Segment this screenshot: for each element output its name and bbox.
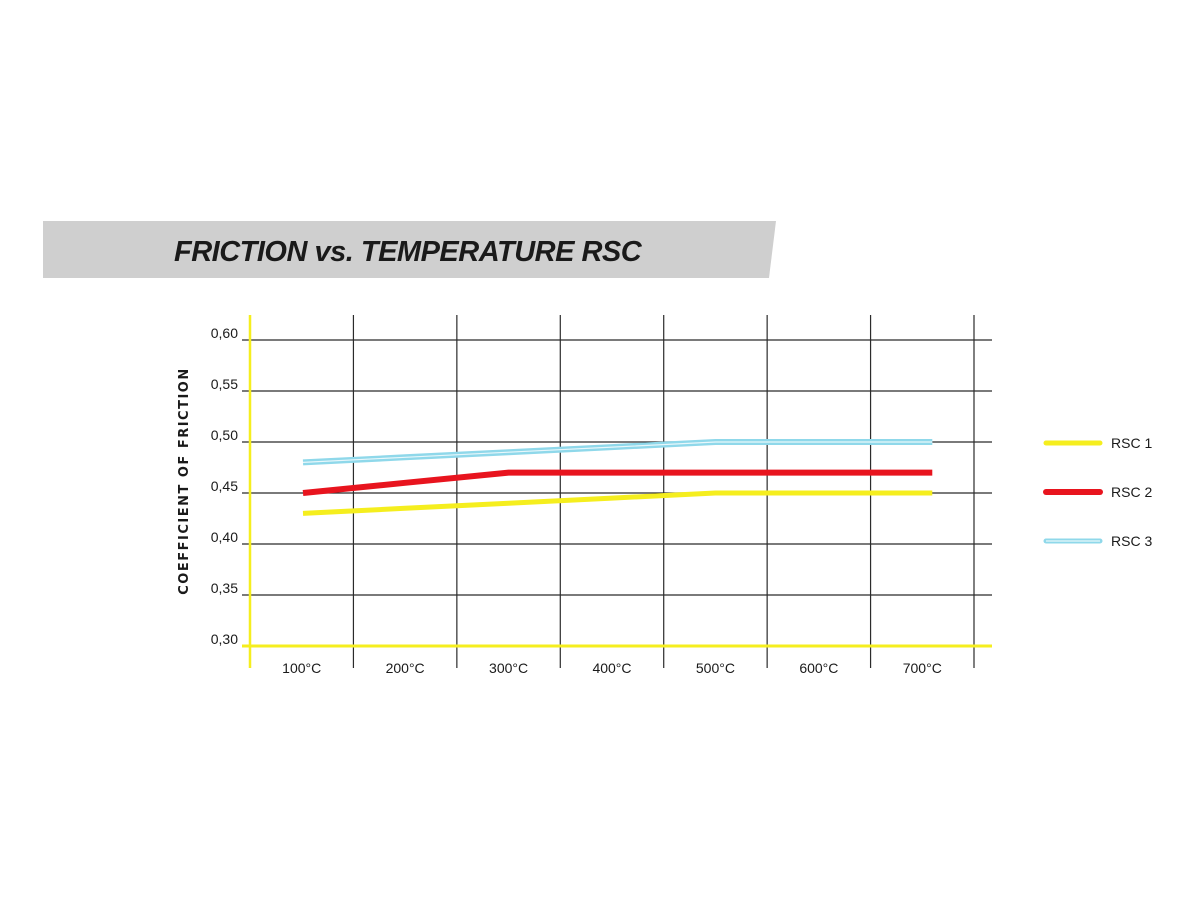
legend-label: RSC 1 (1111, 435, 1152, 451)
series-lines (302, 439, 933, 516)
x-tick-labels: 100°C 200°C 300°C 400°C 500°C 600°C 700°C (282, 660, 942, 676)
y-tick-label: 0,60 (211, 325, 238, 341)
y-tick-label: 0,40 (211, 529, 238, 545)
x-tick-label: 500°C (696, 660, 735, 676)
series-line-rsc-3-highlight (302, 441, 933, 463)
y-axis-label: COEFFICIENT OF FRICTION (177, 367, 192, 594)
title-band (43, 221, 776, 278)
series-line-rsc-1 (302, 490, 933, 516)
legend-label: RSC 2 (1111, 484, 1152, 500)
legend: RSC 1 RSC 2 RSC 3 (1043, 435, 1152, 549)
y-tick-labels: 0,30 0,35 0,40 0,45 0,50 0,55 0,60 (211, 325, 238, 647)
y-tick-label: 0,35 (211, 580, 238, 596)
y-tick-label: 0,50 (211, 427, 238, 443)
x-tick-label: 100°C (282, 660, 321, 676)
series-line-rsc-2 (302, 469, 933, 496)
series-line-rsc-3 (302, 439, 933, 466)
y-tick-label: 0,55 (211, 376, 238, 392)
y-tick-label: 0,45 (211, 478, 238, 494)
x-tick-label: 700°C (903, 660, 942, 676)
chart-title: FRICTION vs. TEMPERATURE RSC (174, 236, 643, 268)
x-tick-label: 600°C (799, 660, 838, 676)
x-tick-label: 200°C (386, 660, 425, 676)
axes (242, 315, 992, 668)
x-tick-label: 400°C (592, 660, 631, 676)
y-tick-label: 0,30 (211, 631, 238, 647)
legend-label: RSC 3 (1111, 533, 1152, 549)
x-tick-label: 300°C (489, 660, 528, 676)
